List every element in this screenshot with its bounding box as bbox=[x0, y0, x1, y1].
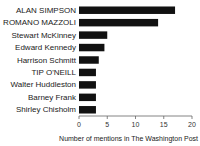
bar bbox=[79, 81, 96, 88]
x-axis-label: Number of mentions in The Washington Pos… bbox=[59, 135, 198, 143]
chart: Shirley Chisholm Barney Frank Walter Huddl… bbox=[0, 0, 200, 146]
category-label: Walter Huddleston bbox=[10, 80, 76, 89]
category-label: ALAN SIMPSON bbox=[16, 6, 76, 15]
bars bbox=[79, 6, 175, 113]
x-tick bbox=[135, 116, 136, 119]
x-tick-label: 10 bbox=[132, 121, 140, 128]
x-tick bbox=[79, 116, 80, 119]
x-tick bbox=[192, 116, 193, 119]
x-axis: 0 5 10 15 20 bbox=[77, 116, 196, 128]
category-label: Harrison Schmitt bbox=[17, 56, 77, 65]
x-tick-label: 5 bbox=[105, 121, 109, 128]
x-tick-label: 0 bbox=[77, 121, 81, 128]
bar bbox=[79, 56, 99, 63]
x-tick bbox=[107, 116, 108, 119]
category-labels: Shirley Chisholm Barney Frank Walter Huddl… bbox=[3, 6, 77, 115]
bar bbox=[79, 19, 158, 26]
x-tick-label: 15 bbox=[160, 121, 168, 128]
category-label: Edward Kennedy bbox=[15, 43, 76, 52]
category-label: Shirley Chisholm bbox=[16, 105, 76, 114]
bar bbox=[79, 44, 104, 51]
bar bbox=[79, 94, 96, 101]
x-tick-label: 20 bbox=[188, 121, 196, 128]
category-label: Barney Frank bbox=[28, 93, 77, 102]
category-label: TIP O'NEILL bbox=[31, 68, 76, 77]
bar bbox=[79, 6, 175, 13]
bar bbox=[79, 69, 96, 76]
category-label: ROMANO MAZZOLI bbox=[3, 18, 76, 27]
category-label: Stewart McKinney bbox=[12, 31, 76, 40]
bar bbox=[79, 106, 96, 113]
x-tick bbox=[163, 116, 164, 119]
bar bbox=[79, 31, 107, 38]
